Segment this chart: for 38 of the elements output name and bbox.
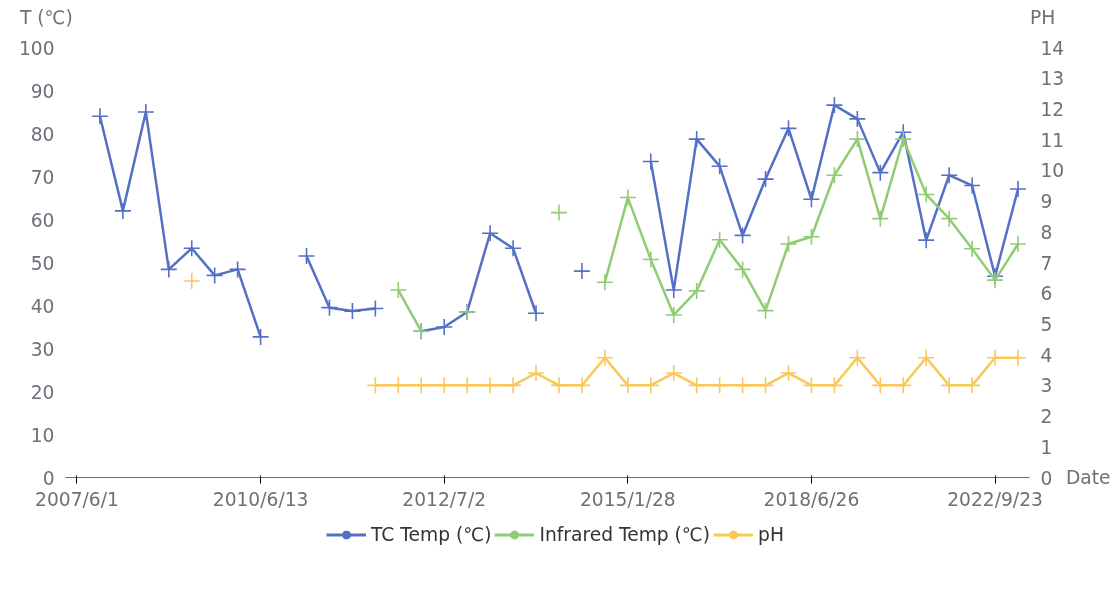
y2-tick-label: 13 — [1040, 67, 1065, 89]
x-tick-label: 2007/6/1 — [35, 488, 119, 510]
y2-tick-label: 14 — [1040, 37, 1065, 59]
y2-tick-label: 4 — [1040, 344, 1053, 366]
y-tick-label: 90 — [30, 80, 55, 102]
legend-label: pH — [758, 523, 784, 545]
y2-tick-label: 10 — [1040, 160, 1065, 182]
y2-tick-label: 11 — [1040, 129, 1065, 151]
y-tick-label: 100 — [18, 37, 55, 59]
y2-tick-label: 0 — [1040, 467, 1053, 489]
y-tick-label: 70 — [30, 166, 55, 188]
y-tick-label: 10 — [30, 424, 55, 446]
y2-tick-label: 3 — [1040, 375, 1053, 397]
y2-tick-label: 9 — [1040, 190, 1053, 212]
y-tick-label: 20 — [30, 381, 55, 403]
x-tick-label: 2018/6/26 — [763, 488, 860, 510]
x-tick-label: 2015/1/28 — [580, 488, 676, 510]
legend-label: TC Temp (℃) — [371, 523, 492, 545]
x-tick-label: 2022/9/23 — [947, 488, 1043, 510]
y-tick-label: 80 — [30, 123, 55, 145]
y2-axis-title: PH — [1030, 6, 1056, 30]
legend-label: Infrared Temp (℃) — [539, 523, 711, 545]
y2-tick-label: 12 — [1040, 98, 1065, 120]
y2-tick-label: 8 — [1040, 221, 1053, 243]
y-tick-label: 60 — [30, 209, 55, 231]
y-tick-label: 40 — [30, 295, 55, 317]
x-tick-label: 2010/6/13 — [212, 488, 309, 510]
y2-tick-label: 7 — [1040, 252, 1053, 274]
y-axis-title: T (℃) — [20, 6, 73, 30]
x-axis-title: Date — [1066, 465, 1111, 490]
y-tick-label: 0 — [42, 467, 55, 489]
y-tick-label: 30 — [30, 338, 55, 360]
x-tick-label: 2012/7/2 — [402, 488, 487, 510]
y2-tick-label: 1 — [1040, 436, 1053, 458]
y2-tick-label: 5 — [1040, 313, 1053, 335]
y-tick-label: 50 — [30, 252, 55, 274]
y2-tick-label: 6 — [1040, 282, 1053, 304]
y2-tick-label: 2 — [1040, 405, 1053, 427]
